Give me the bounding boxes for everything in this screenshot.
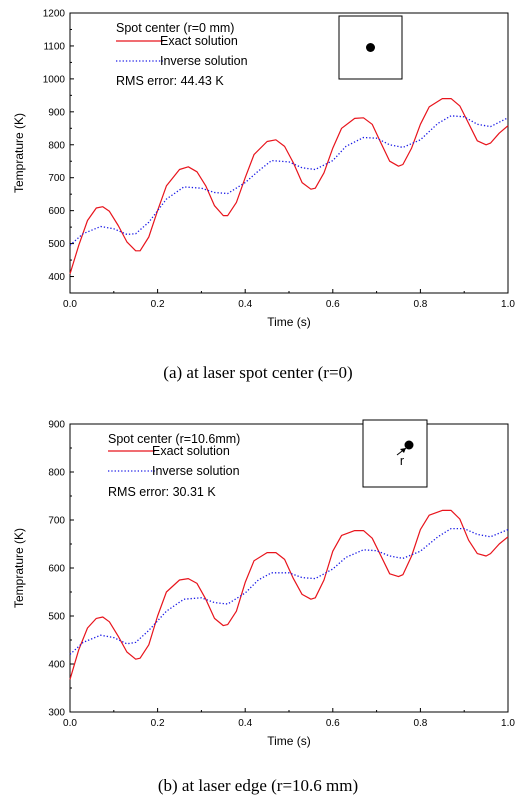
y-tick-label: 800 [48,468,65,479]
legend-entry: Exact solution [160,34,238,48]
rms-error-label: RMS error: 30.31 K [108,485,216,499]
x-tick-label: 0.8 [413,299,427,310]
x-tick-label: 0.8 [413,718,427,729]
legend-entry: Inverse solution [152,464,240,478]
legend-title: Spot center (r=10.6mm) [108,432,240,446]
x-tick-label: 0.6 [326,718,340,729]
y-tick-label: 500 [48,239,65,250]
x-tick-label: 0.0 [63,718,77,729]
laser-spot-dot [404,440,414,450]
series-line-inverse [69,527,509,655]
chart-panel-2: 0.0 0.2 0.4 0.6 0.8 1.0 300 400 500 600 700 800 900 T… [12,419,515,795]
y-tick-label: 900 [48,107,65,118]
x-axis-label: Time (s) [267,315,311,329]
x-tick-label: 0.4 [238,299,252,310]
figure-caption: (a) at laser spot center (r=0) [163,363,352,382]
inset-diagram: r [362,419,428,488]
x-tick-label: 0.6 [326,299,340,310]
y-tick-label: 700 [48,516,65,527]
x-tick-label: 0.2 [151,718,165,729]
series-line-inverse [69,115,509,246]
y-tick-label: 1100 [43,41,65,52]
y-tick-label: 800 [48,140,65,151]
x-tick-label: 0.4 [238,718,252,729]
radius-label: r [400,454,404,468]
y-tick-label: 600 [48,206,65,217]
radius-arrow-head [400,448,406,453]
y-tick-label: 400 [48,272,65,283]
y-tick-label: 500 [48,612,65,623]
y-axis-label: Temprature (K) [12,113,26,193]
y-tick-label: 1200 [43,9,66,20]
y-tick-label: 600 [48,564,65,575]
y-axis-label: Temprature (K) [12,528,26,608]
y-tick-label: 700 [48,173,65,184]
legend-entry: Exact solution [152,444,230,458]
y-tick-label: 1000 [43,74,66,85]
x-tick-label: 1.0 [501,718,515,729]
inset-diagram [338,15,403,80]
laser-spot-dot [366,43,375,52]
chart-panel-1: 0.0 0.2 0.4 0.6 0.8 1.0 400 500 600 700 800 900 1000… [12,9,515,383]
y-tick-label: 900 [48,420,65,431]
rms-error-label: RMS error: 44.43 K [116,74,224,88]
inset-frame [362,419,428,488]
series-line-exact [69,509,509,680]
x-tick-label: 1.0 [501,299,515,310]
y-tick-label: 300 [48,708,65,719]
x-tick-label: 0.2 [151,299,165,310]
figure-caption: (b) at laser edge (r=10.6 mm) [158,776,358,795]
x-tick-label: 0.0 [63,299,77,310]
series-line-exact [69,97,509,275]
legend-title: Spot center (r=0 mm) [116,21,234,35]
y-tick-label: 400 [48,660,65,671]
x-axis-label: Time (s) [267,734,311,748]
legend-entry: Inverse solution [160,54,248,68]
